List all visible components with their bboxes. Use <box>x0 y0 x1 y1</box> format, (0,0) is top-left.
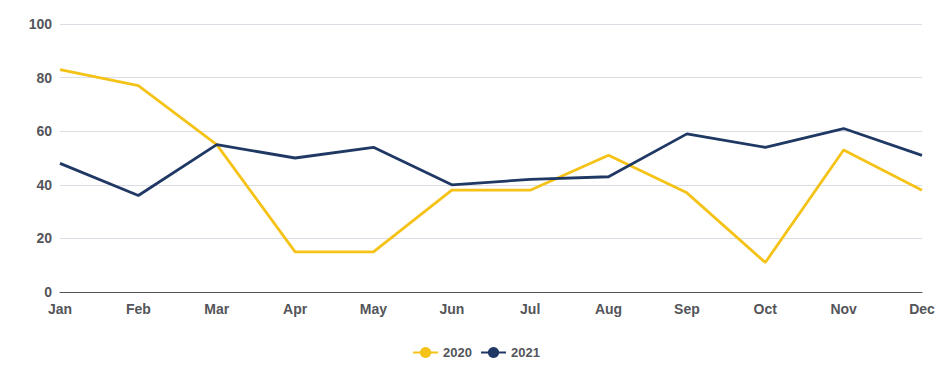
svg-text:Jan: Jan <box>48 301 72 317</box>
svg-text:2020: 2020 <box>443 345 472 360</box>
svg-text:Aug: Aug <box>595 301 622 317</box>
svg-text:Jun: Jun <box>439 301 464 317</box>
svg-text:80: 80 <box>36 70 52 86</box>
svg-text:Oct: Oct <box>754 301 778 317</box>
svg-text:Mar: Mar <box>204 301 229 317</box>
svg-text:Apr: Apr <box>283 301 308 317</box>
svg-text:0: 0 <box>44 284 52 300</box>
svg-text:Nov: Nov <box>830 301 857 317</box>
svg-text:Jul: Jul <box>520 301 540 317</box>
svg-text:Dec: Dec <box>909 301 935 317</box>
svg-text:May: May <box>360 301 387 317</box>
svg-text:2021: 2021 <box>511 345 540 360</box>
svg-text:40: 40 <box>36 177 52 193</box>
svg-text:Sep: Sep <box>674 301 700 317</box>
svg-text:20: 20 <box>36 230 52 246</box>
svg-text:100: 100 <box>29 16 53 32</box>
svg-text:Feb: Feb <box>126 301 151 317</box>
svg-text:60: 60 <box>36 123 52 139</box>
